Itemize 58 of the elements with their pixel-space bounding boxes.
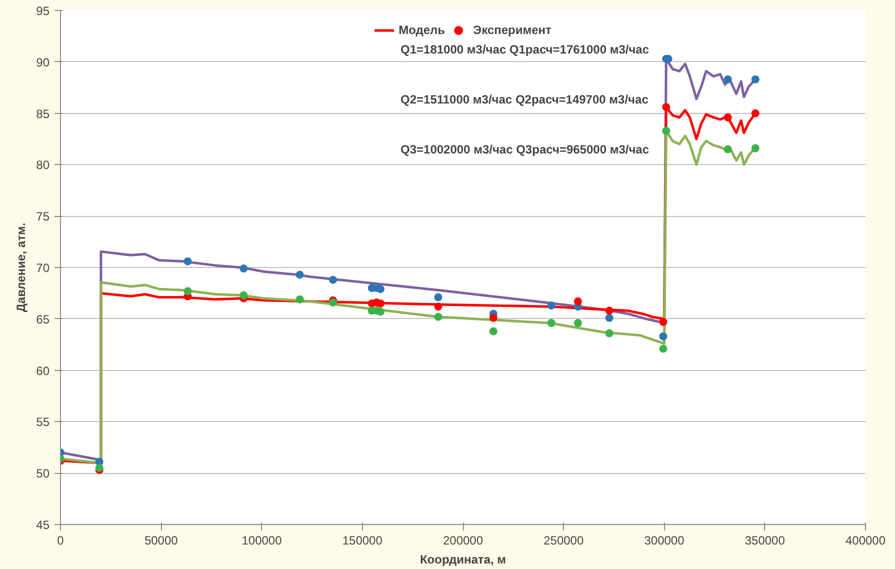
y-tick-label: 45 bbox=[36, 518, 50, 532]
point bbox=[184, 257, 192, 266]
point bbox=[724, 145, 732, 154]
y-tick-label: 95 bbox=[36, 4, 50, 18]
point bbox=[95, 464, 104, 472]
point bbox=[489, 314, 498, 322]
point bbox=[724, 75, 732, 84]
point bbox=[574, 297, 582, 306]
point bbox=[574, 319, 582, 328]
y-tick-label: 55 bbox=[36, 415, 50, 430]
point bbox=[240, 264, 248, 273]
x-tick-label: 50000 bbox=[144, 534, 178, 548]
point bbox=[605, 329, 614, 338]
point bbox=[659, 318, 668, 326]
point bbox=[751, 109, 760, 118]
y-tick-label: 70 bbox=[36, 261, 50, 275]
point bbox=[605, 314, 614, 322]
y-tick-label: 50 bbox=[36, 466, 50, 481]
point bbox=[296, 295, 304, 304]
point bbox=[434, 293, 442, 302]
y-tick-label: 75 bbox=[36, 210, 50, 224]
point bbox=[434, 302, 442, 311]
y-tick-label: 90 bbox=[36, 55, 50, 70]
annotation: Q2=1511000 м3/час Q2расч=149700 м3/час bbox=[400, 92, 649, 106]
point bbox=[547, 319, 556, 328]
point bbox=[489, 327, 498, 336]
y-tick-label: 85 bbox=[36, 106, 50, 121]
point bbox=[662, 126, 670, 135]
point bbox=[240, 291, 248, 300]
annotation: Q1=181000 м3/час Q1расч=1761000 м3/час bbox=[400, 42, 650, 56]
point bbox=[662, 103, 670, 112]
x-tick-label: 100000 bbox=[242, 534, 282, 548]
annotation: Q3=1002000 м3/час Q3расч=965000 м3/час bbox=[400, 142, 650, 156]
y-axis-title: Давление, атм. bbox=[14, 222, 28, 312]
x-tick-label: 0 bbox=[57, 534, 64, 548]
point bbox=[659, 332, 668, 340]
x-tick-label: 300000 bbox=[644, 534, 685, 548]
point bbox=[724, 113, 732, 122]
point bbox=[184, 287, 192, 296]
point bbox=[328, 276, 337, 284]
x-tick-label: 250000 bbox=[544, 534, 584, 548]
x-tick-label: 200000 bbox=[442, 534, 484, 548]
point bbox=[296, 270, 304, 279]
y-tick-label: 60 bbox=[36, 364, 50, 378]
x-axis-title: Координата, м bbox=[420, 552, 506, 566]
point bbox=[751, 144, 760, 152]
point bbox=[659, 344, 668, 353]
legend-label: Эксперимент bbox=[473, 23, 552, 37]
point bbox=[605, 306, 614, 315]
legend-label: Модель bbox=[398, 23, 446, 37]
x-tick-label: 150000 bbox=[342, 534, 383, 548]
y-tick-label: 80 bbox=[36, 158, 50, 172]
x-tick-label: 400000 bbox=[845, 534, 886, 548]
point bbox=[547, 302, 556, 310]
point bbox=[434, 312, 442, 321]
point bbox=[751, 75, 760, 84]
x-tick-label: 350000 bbox=[744, 534, 786, 548]
y-tick-label: 65 bbox=[36, 312, 50, 326]
